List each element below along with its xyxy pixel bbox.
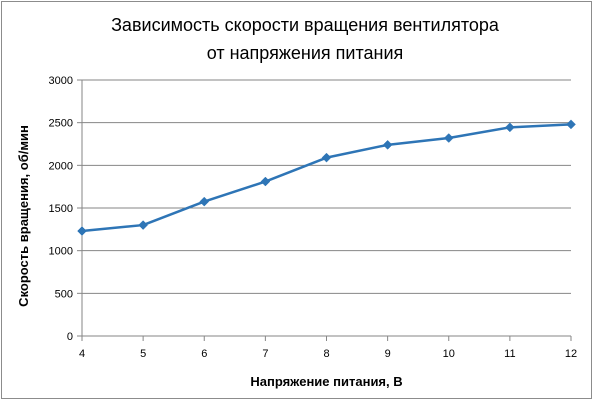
x-tick-label: 4 (79, 348, 85, 360)
data-point-marker (260, 176, 271, 187)
x-axis-title: Напряжение питания, В (250, 374, 402, 389)
y-tick-label: 2000 (49, 160, 73, 172)
y-axis-title: Скорость вращения, об/мин (16, 125, 31, 307)
chart-title-line-1: Зависимость скорости вращения вентилятор… (111, 15, 499, 35)
series-line (81, 123, 572, 233)
data-point-marker (321, 152, 332, 163)
y-tick-label: 1000 (49, 246, 73, 258)
data-point-marker (77, 226, 87, 236)
chart-title-line-2: от напряжения питания (206, 43, 404, 63)
x-tick-label: 5 (140, 348, 146, 360)
data-point-marker (566, 119, 576, 130)
x-tick-label: 9 (385, 348, 391, 360)
data-point-marker (505, 122, 515, 133)
y-tick-label: 1500 (49, 203, 73, 215)
x-tick-label: 11 (504, 348, 515, 360)
y-tick-label: 500 (55, 288, 73, 300)
x-tick-label: 10 (443, 348, 455, 360)
data-point-marker (382, 139, 393, 150)
data-point-marker (443, 133, 454, 143)
x-tick-label: 7 (262, 348, 268, 360)
x-tick-label: 12 (565, 348, 577, 360)
y-tick-label: 0 (67, 331, 73, 343)
y-tick-label: 2500 (49, 118, 73, 130)
data-point-marker (199, 196, 210, 207)
y-tick-label: 3000 (49, 75, 73, 87)
data-point-marker (138, 220, 148, 230)
x-tick-label: 8 (323, 348, 329, 360)
x-tick-label: 6 (201, 348, 207, 360)
